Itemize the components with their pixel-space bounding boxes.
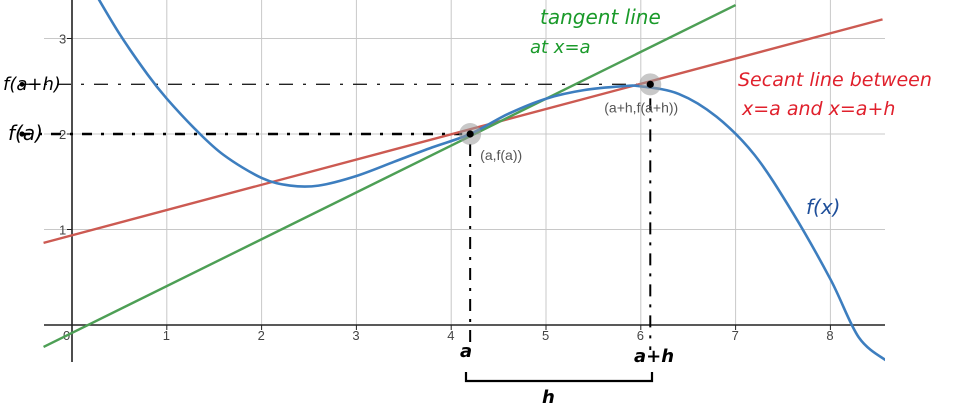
tangent-line-label: tangent line [540, 5, 661, 29]
tangent-line [43, 3, 737, 349]
x-tick-label: 2 [258, 328, 265, 343]
h-bracket [464, 372, 654, 383]
x-tick-label: 7 [732, 328, 739, 343]
f-curve [97, 0, 885, 362]
marked-points: (a,f(a)) (a+h,f(a+h)) [459, 73, 678, 163]
tick-labels: 012345678123 [59, 32, 834, 344]
plot-lines [43, 0, 885, 362]
y-tick-label: 3 [59, 32, 66, 47]
x-tick-label: 1 [163, 328, 170, 343]
f-of-a-plus-h-label: f(a+h) [3, 74, 61, 95]
point-dot [646, 80, 654, 88]
x-tick-label: 4 [447, 328, 454, 343]
point-dot [466, 130, 474, 138]
guide-dot-f-a-plus-h [19, 81, 25, 87]
point-label: (a,f(a)) [480, 147, 522, 163]
guide-dot-f-a [19, 131, 25, 137]
f-of-a-label: f(a) [8, 121, 43, 145]
secant-line-label: Secant line between [738, 69, 932, 91]
f-of-x-label: f(x) [806, 195, 840, 219]
a-plus-h-label: a+h [634, 346, 674, 367]
h-label: h [542, 387, 555, 407]
tangent-at-label: at x=a [530, 37, 591, 58]
x-tick-label: 6 [637, 328, 644, 343]
x-tick-label: 3 [352, 328, 359, 343]
a-label: a [460, 341, 472, 362]
y-tick-label: 2 [59, 127, 66, 142]
point-label: (a+h,f(a+h)) [604, 99, 678, 115]
y-tick-label: 1 [59, 223, 66, 238]
x-tick-label: 5 [542, 328, 549, 343]
dashed-guides [19, 81, 652, 350]
x-tick-label: 8 [826, 328, 833, 343]
secant-between-label: x=a and x=a+h [741, 98, 895, 120]
axes [44, 0, 885, 362]
